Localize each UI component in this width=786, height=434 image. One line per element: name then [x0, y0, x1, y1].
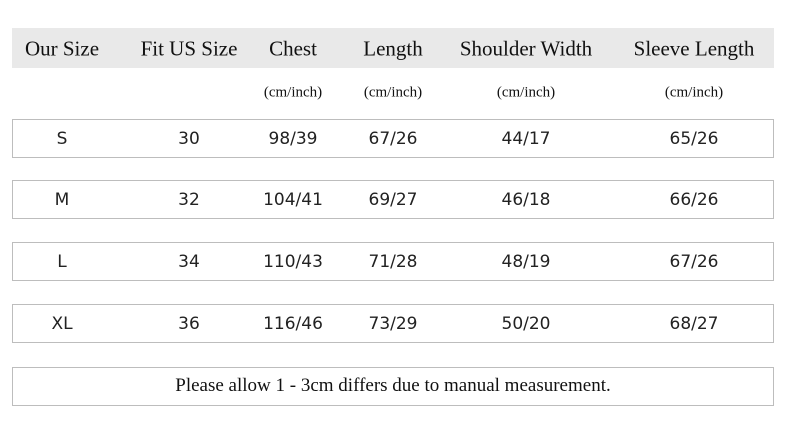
table-cell: 67/26 [368, 129, 418, 149]
unit-label: (cm/inch) [664, 84, 724, 101]
table-cell: 98/39 [268, 129, 318, 149]
row-box [12, 304, 774, 343]
header-cell: Shoulder Width [459, 36, 593, 61]
table-cell: 50/20 [501, 314, 551, 334]
table-cell: 46/18 [501, 190, 551, 210]
table-cell: 34 [178, 252, 200, 272]
table-cell: 69/27 [368, 190, 418, 210]
table-cell: 30 [178, 129, 200, 149]
unit-label: (cm/inch) [363, 84, 423, 101]
note: Please allow 1 - 3cm differs due to manu… [175, 375, 611, 396]
table-cell: L [57, 252, 67, 272]
table-cell: XL [51, 314, 73, 334]
table-cell: 66/26 [669, 190, 719, 210]
table-cell: 48/19 [501, 252, 551, 272]
table-cell: 44/17 [501, 129, 551, 149]
row-box [12, 119, 774, 158]
header-cell: Length [363, 36, 423, 61]
table-cell: 110/43 [263, 252, 323, 272]
table-cell: 65/26 [669, 129, 719, 149]
header-cell: Chest [269, 36, 317, 61]
header-cell: Our Size [24, 36, 100, 61]
row-box [12, 242, 774, 281]
table-cell: 36 [178, 314, 200, 334]
table-cell: S [56, 129, 68, 149]
table-cell: 71/28 [368, 252, 418, 272]
table-cell: 68/27 [669, 314, 719, 334]
note-box [12, 367, 774, 406]
header-cell: Fit US Size [140, 36, 238, 61]
unit-label: (cm/inch) [496, 84, 556, 101]
table-cell: 116/46 [263, 314, 323, 334]
header-background [12, 28, 774, 68]
table-cell: 67/26 [669, 252, 719, 272]
unit-label: (cm/inch) [263, 84, 323, 101]
row-box [12, 180, 774, 219]
table-cell: 73/29 [368, 314, 418, 334]
table-cell: M [54, 190, 70, 210]
table-cell: 104/41 [263, 190, 323, 210]
table-cell: 32 [178, 190, 200, 210]
header-cell: Sleeve Length [633, 36, 755, 61]
